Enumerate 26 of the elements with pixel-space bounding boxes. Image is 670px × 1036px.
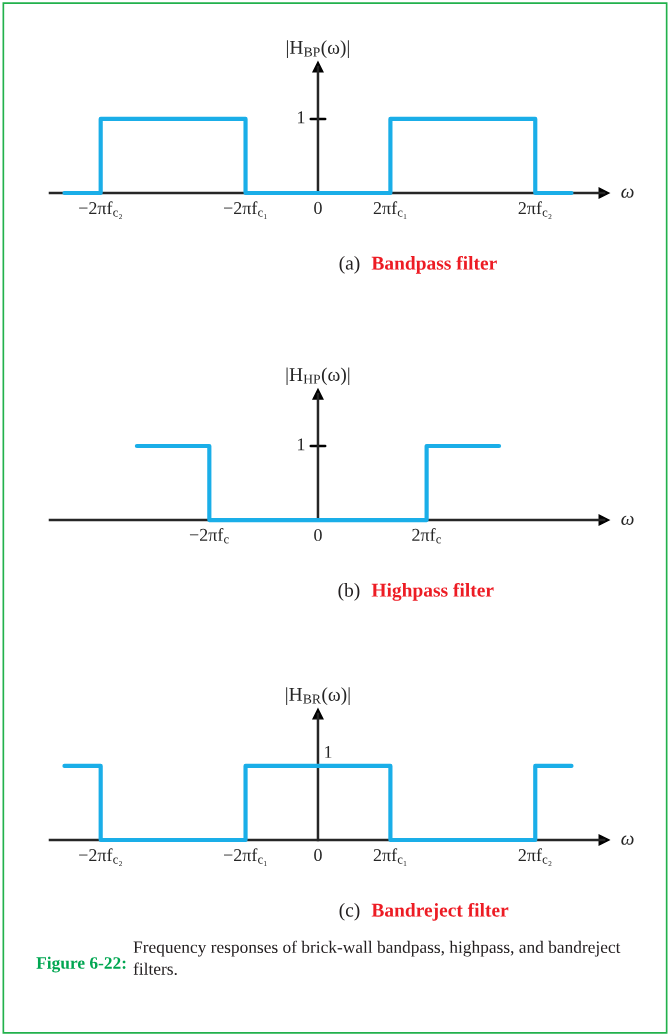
text: (a) Bandpass filter xyxy=(339,255,497,274)
x-tick-label: 2πf$_{c₁}$ xyxy=(373,201,407,220)
annotation: 1 xyxy=(298,438,305,451)
x-axis-title: ω xyxy=(621,188,634,198)
y-axis-title: |H$_{BP}$(ω)| xyxy=(286,40,349,59)
x-tick-label: 2πf$_{c₂}$ xyxy=(518,848,552,867)
x-tick-label: −2πf$_{c₂}$ xyxy=(79,201,123,220)
x-tick-label: −2πf$_{c₂}$ xyxy=(79,848,123,867)
x-tick-label: 0 xyxy=(314,848,322,862)
x-tick-label: −2πf$_{c₁}$ xyxy=(223,848,267,867)
x-tick-label: 0 xyxy=(314,201,322,215)
annotation: 1 xyxy=(325,745,332,758)
x-tick-label: 2πf$_{c}$ xyxy=(412,528,441,544)
x-tick-label: −2πf$_{c₁}$ xyxy=(223,201,267,220)
x-tick-label: −2πf$_{c}$ xyxy=(189,528,229,544)
text: (c) Bandreject filter xyxy=(339,902,509,921)
x-tick-label: 2πf$_{c₂}$ xyxy=(518,201,552,220)
text: (b) Highpass filter xyxy=(338,582,494,601)
x-axis-title: ω xyxy=(621,515,634,525)
annotation: 1 xyxy=(298,111,305,124)
y-axis-title: |H$_{HP}$(ω)| xyxy=(286,367,350,386)
x-tick-label: 2πf$_{c₁}$ xyxy=(373,848,407,867)
caption: Figure 6-22: Frequency responses of brick-wall bandpass, highpass, and bandreject filters. xyxy=(36,940,621,975)
y-axis-title: |H$_{BR}$(ω)| xyxy=(286,687,350,705)
x-tick-label: 0 xyxy=(314,528,322,542)
x-axis-title: ω xyxy=(621,835,634,845)
